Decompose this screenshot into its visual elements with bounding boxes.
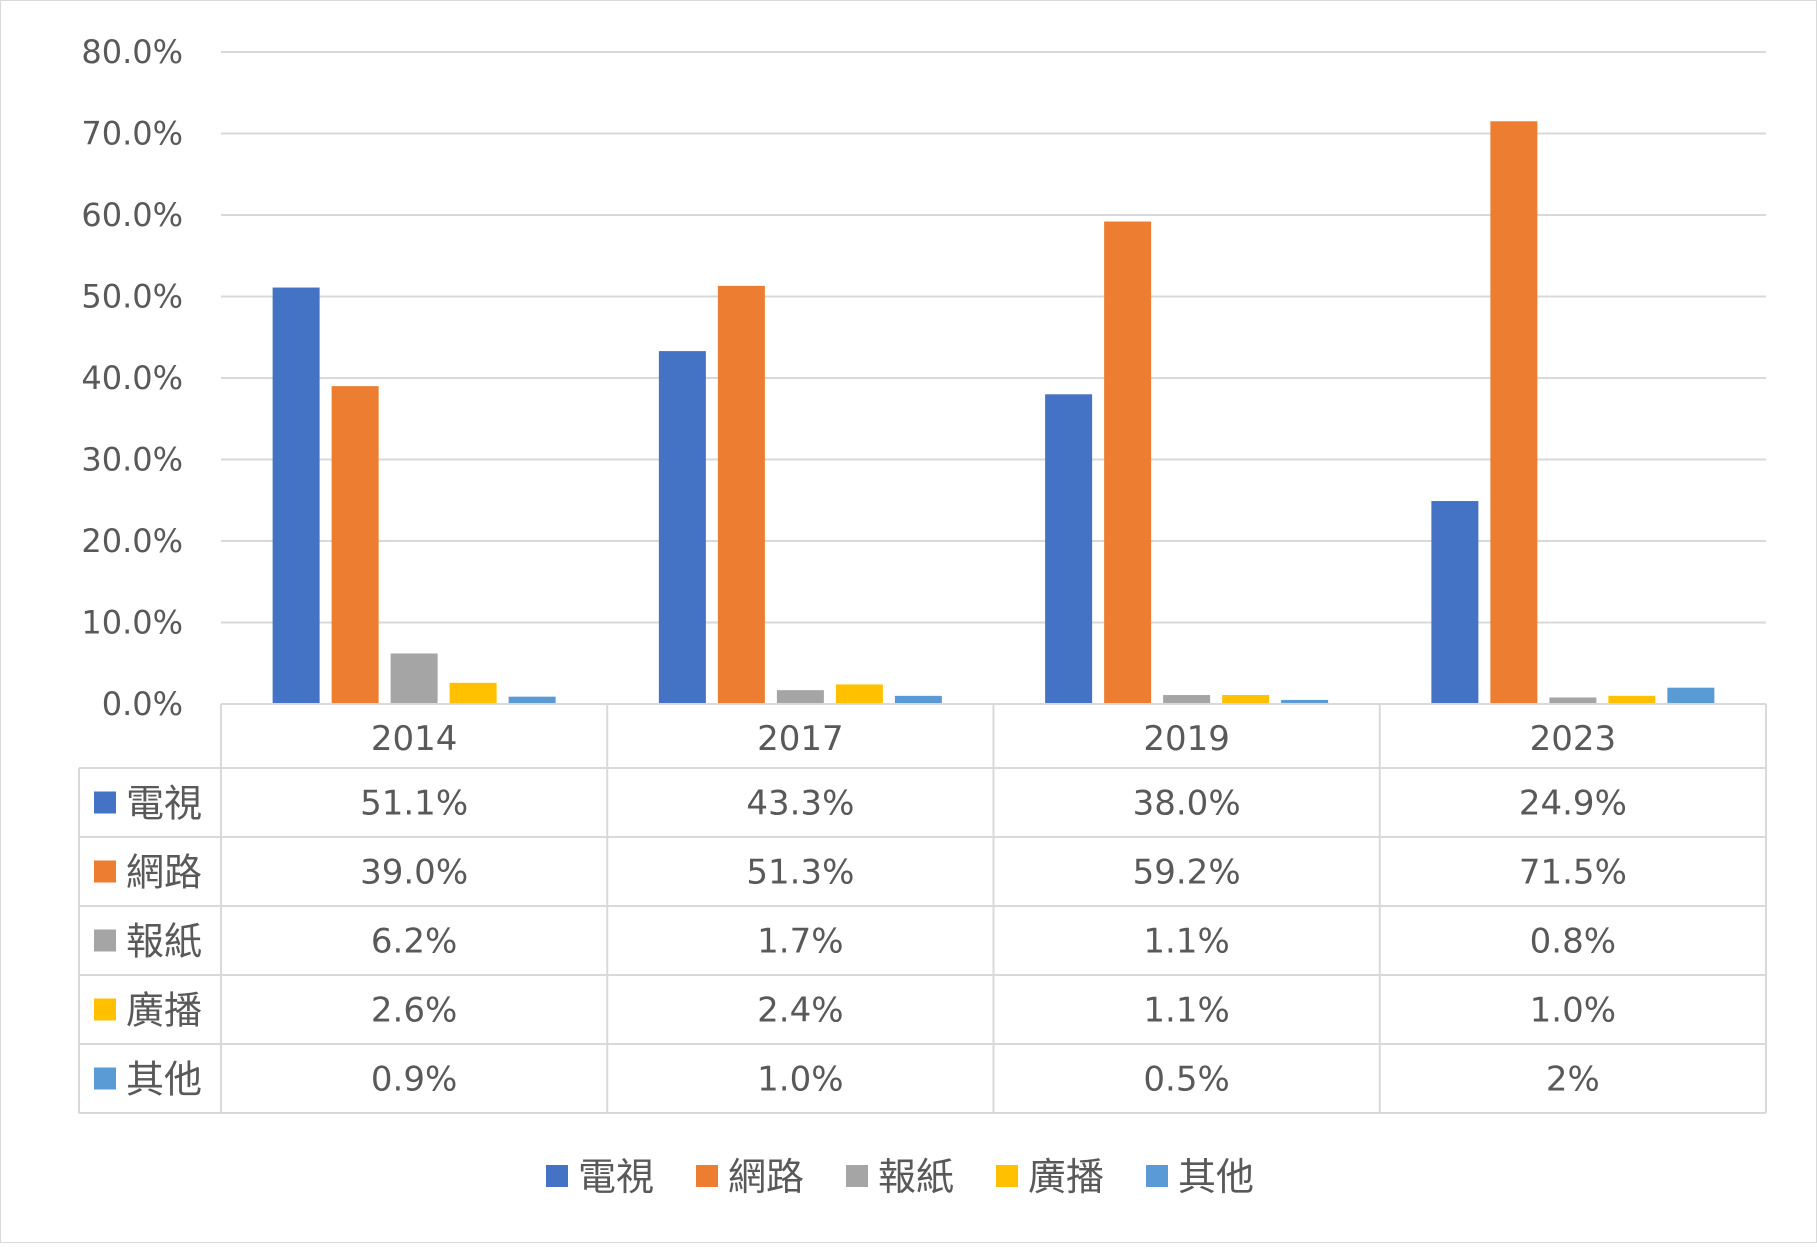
y-tick-label: 30.0% (81, 441, 183, 479)
table-row-label: 報紙 (126, 920, 202, 964)
table-legend-key (94, 1067, 116, 1090)
y-tick-label: 60.0% (81, 196, 183, 234)
data-label: 0.5% (1143, 1060, 1229, 1100)
table-row-label: 廣播 (126, 989, 202, 1033)
y-tick-label: 0.0% (102, 685, 183, 723)
legend-swatch (1146, 1165, 1168, 1187)
legend-label: 網路 (728, 1155, 804, 1199)
data-label: 39.0% (360, 853, 468, 893)
gridlines (221, 51, 1766, 624)
bar (331, 386, 379, 704)
data-label: 71.5% (1519, 853, 1627, 893)
bar (1608, 695, 1656, 704)
bar (658, 351, 706, 704)
data-table: 2014 2017 2019 2023 電視 51.1% 43.3% 38.0% 24.9% 網路… (78, 703, 1767, 1114)
table-legend-key (94, 929, 116, 952)
data-label: 59.2% (1133, 853, 1241, 893)
data-label: 1.7% (757, 922, 843, 962)
bar (1222, 695, 1270, 704)
table-legend-key (94, 791, 116, 814)
bar (717, 285, 765, 704)
legend-swatch (546, 1165, 568, 1187)
y-tick-label: 40.0% (81, 359, 183, 397)
bar (1045, 394, 1093, 704)
x-tick-label: 2017 (757, 719, 844, 759)
legend-label: 其他 (1178, 1155, 1254, 1199)
data-label: 43.3% (746, 784, 854, 824)
legend-swatch (696, 1165, 718, 1187)
x-tick-label: 2023 (1530, 719, 1617, 759)
legend-label: 廣播 (1028, 1155, 1104, 1199)
bar (1431, 501, 1479, 704)
data-label: 51.1% (360, 784, 468, 824)
data-label: 1.0% (757, 1060, 843, 1100)
table-legend-key (94, 998, 116, 1021)
bar (894, 695, 942, 704)
bar (1163, 695, 1211, 704)
data-label: 38.0% (1133, 784, 1241, 824)
bar (1667, 687, 1715, 704)
y-tick-label: 80.0% (81, 33, 183, 71)
bar (1549, 697, 1597, 704)
legend-label: 報紙 (878, 1155, 954, 1199)
data-label: 0.8% (1530, 922, 1616, 962)
x-tick-label: 2019 (1143, 719, 1230, 759)
bar (272, 287, 320, 704)
legend: 電視 網路 報紙 廣播 其他 (546, 1155, 1254, 1199)
data-label: 1.0% (1530, 991, 1616, 1031)
data-label: 2.4% (757, 991, 843, 1031)
legend-swatch (846, 1165, 868, 1187)
bar (835, 684, 883, 704)
y-tick-label: 10.0% (81, 604, 183, 642)
bar (1281, 699, 1329, 704)
bars (272, 121, 1715, 704)
y-tick-label: 50.0% (81, 278, 183, 316)
table-row-label: 其他 (126, 1058, 202, 1102)
bar (1490, 121, 1538, 704)
data-label: 24.9% (1519, 784, 1627, 824)
table-legend-key (94, 860, 116, 883)
data-label: 1.1% (1143, 991, 1229, 1031)
legend-swatch (996, 1165, 1018, 1187)
data-label: 2.6% (371, 991, 457, 1031)
x-tick-label: 2014 (371, 719, 458, 759)
table-row-label: 電視 (126, 782, 202, 826)
bar (449, 682, 497, 704)
data-label: 0.9% (371, 1060, 457, 1100)
bar (508, 696, 556, 704)
bar (1104, 221, 1152, 704)
data-label: 1.1% (1143, 922, 1229, 962)
data-label: 6.2% (371, 922, 457, 962)
bar (776, 690, 824, 704)
data-label: 51.3% (746, 853, 854, 893)
y-tick-label: 20.0% (81, 522, 183, 560)
bar (390, 653, 438, 704)
legend-label: 電視 (578, 1155, 654, 1199)
data-label: 2% (1546, 1060, 1600, 1100)
table-row-label: 網路 (126, 851, 202, 895)
y-axis: 0.0% 10.0% 20.0% 30.0% 40.0% 50.0% 60.0% 70.0% 8… (81, 33, 183, 723)
y-tick-label: 70.0% (81, 115, 183, 153)
